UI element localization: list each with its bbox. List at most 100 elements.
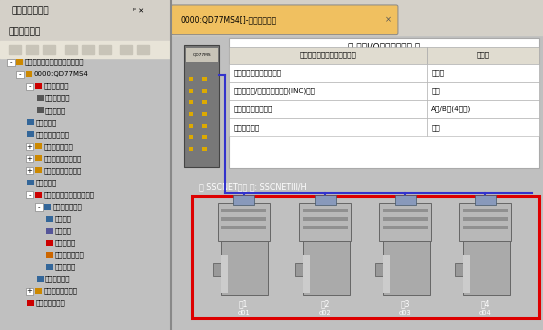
- Bar: [26, 45, 37, 54]
- Bar: [229, 64, 427, 82]
- Text: +: +: [27, 144, 33, 150]
- Bar: [233, 195, 254, 205]
- Bar: [463, 254, 470, 293]
- Bar: [26, 287, 33, 295]
- Text: 0000:QD77MS4[]-システム構成: 0000:QD77MS4[]-システム構成: [180, 15, 276, 24]
- Bar: [202, 112, 207, 116]
- Bar: [427, 64, 539, 82]
- Text: ブロック始動データ: ブロック始動データ: [43, 155, 81, 162]
- Text: d01: d01: [237, 310, 250, 315]
- Bar: [229, 100, 427, 118]
- Bar: [427, 82, 539, 100]
- Text: -: -: [19, 71, 21, 78]
- Bar: [202, 135, 207, 139]
- Text: 無効: 無効: [431, 124, 440, 131]
- Bar: [46, 252, 53, 258]
- Text: シンプルモーションモニタ: シンプルモーションモニタ: [43, 191, 94, 198]
- Bar: [221, 226, 266, 229]
- Text: -: -: [9, 59, 12, 65]
- Bar: [26, 155, 33, 162]
- Text: システム設定: システム設定: [43, 83, 69, 89]
- Bar: [383, 226, 428, 229]
- Bar: [427, 100, 539, 118]
- Bar: [459, 203, 512, 241]
- Bar: [188, 77, 193, 81]
- Text: 手動パルサ入力選択: 手動パルサ入力選択: [233, 106, 273, 113]
- Bar: [221, 241, 268, 295]
- Bar: [380, 203, 432, 241]
- Bar: [395, 195, 416, 205]
- Text: ᵖ ✕: ᵖ ✕: [134, 8, 144, 14]
- Text: 軸2: 軸2: [321, 299, 330, 308]
- Text: サーボアンプ操作: サーボアンプ操作: [43, 287, 77, 294]
- Text: +: +: [27, 156, 33, 162]
- Bar: [213, 263, 221, 276]
- Bar: [303, 217, 348, 221]
- Bar: [221, 217, 266, 221]
- Bar: [229, 118, 427, 136]
- Bar: [37, 276, 43, 282]
- Bar: [37, 107, 43, 113]
- Bar: [45, 204, 51, 210]
- Bar: [37, 95, 43, 101]
- Bar: [463, 226, 508, 229]
- Bar: [299, 203, 351, 241]
- Text: バッファメモリデバイス名称: バッファメモリデバイス名称: [300, 52, 357, 58]
- Bar: [475, 195, 496, 205]
- Bar: [43, 45, 55, 54]
- Bar: [202, 77, 207, 81]
- Bar: [35, 83, 42, 89]
- Text: QD77MS: QD77MS: [192, 52, 211, 56]
- Bar: [27, 300, 34, 306]
- Bar: [46, 264, 53, 270]
- Bar: [7, 59, 15, 66]
- Text: サーボモニタ: サーボモニタ: [45, 276, 71, 282]
- Bar: [221, 209, 266, 213]
- Bar: [383, 209, 428, 213]
- Bar: [27, 180, 34, 185]
- Bar: [383, 254, 390, 293]
- Text: 0000:QD77MS4: 0000:QD77MS4: [34, 71, 89, 77]
- Bar: [229, 47, 427, 64]
- Text: d03: d03: [399, 310, 412, 315]
- Bar: [46, 228, 53, 234]
- Bar: [188, 147, 193, 151]
- Bar: [463, 209, 508, 213]
- Text: 軸3: 軸3: [401, 299, 410, 308]
- Bar: [16, 71, 24, 78]
- Bar: [303, 226, 348, 229]
- Bar: [0, 41, 171, 58]
- Text: カムデータ: カムデータ: [36, 179, 57, 186]
- Text: 負論理: 負論理: [431, 69, 444, 76]
- Bar: [188, 89, 193, 93]
- Bar: [427, 118, 539, 136]
- Bar: [171, 0, 543, 35]
- Bar: [35, 288, 42, 294]
- Text: d04: d04: [479, 310, 492, 315]
- Bar: [383, 241, 430, 295]
- Bar: [455, 263, 463, 276]
- Bar: [26, 191, 33, 198]
- Bar: [27, 131, 34, 137]
- Bar: [9, 45, 21, 54]
- Bar: [202, 100, 207, 104]
- Text: 手動パルサ入力論理選択: 手動パルサ入力論理選択: [233, 69, 281, 76]
- Text: ナビゲーション: ナビゲーション: [12, 6, 49, 15]
- Bar: [188, 100, 193, 104]
- Text: A相/B相(4逓倍): A相/B相(4逓倍): [431, 106, 471, 113]
- Bar: [229, 82, 427, 100]
- Bar: [303, 241, 350, 295]
- Bar: [137, 45, 149, 54]
- Bar: [202, 89, 207, 93]
- Text: パラメータ: パラメータ: [36, 119, 57, 126]
- Bar: [82, 45, 94, 54]
- Bar: [427, 47, 539, 64]
- Text: サーボパラメータ: サーボパラメータ: [36, 131, 70, 138]
- Bar: [99, 45, 111, 54]
- Bar: [0, 0, 171, 21]
- Text: プロジェクト: プロジェクト: [9, 27, 41, 36]
- Bar: [16, 59, 23, 65]
- Bar: [26, 167, 33, 174]
- Bar: [303, 254, 310, 293]
- Bar: [315, 195, 336, 205]
